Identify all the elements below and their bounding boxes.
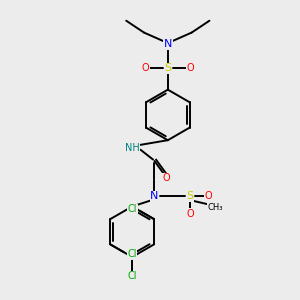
Text: O: O — [186, 63, 194, 73]
Text: S: S — [187, 191, 194, 201]
Text: Cl: Cl — [128, 204, 137, 214]
Text: N: N — [150, 191, 159, 201]
Text: O: O — [163, 173, 170, 183]
Text: N: N — [164, 40, 172, 50]
Text: O: O — [142, 63, 149, 73]
Text: S: S — [164, 63, 171, 73]
Text: O: O — [186, 209, 194, 219]
Text: Cl: Cl — [128, 271, 137, 281]
Text: Cl: Cl — [127, 249, 136, 259]
Text: NH: NH — [125, 142, 140, 153]
Text: O: O — [204, 191, 212, 201]
Text: CH₃: CH₃ — [208, 203, 223, 212]
